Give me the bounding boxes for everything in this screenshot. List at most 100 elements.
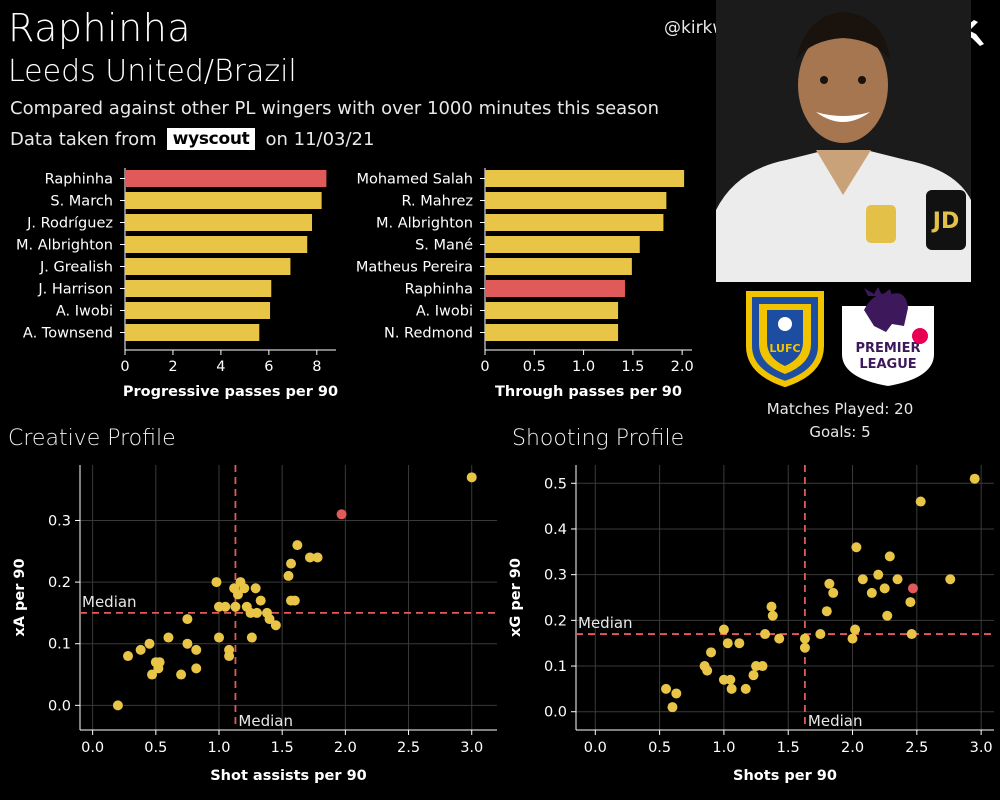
- bar: [125, 280, 272, 297]
- category-label: N. Redmond: [384, 326, 473, 342]
- y-tick-label: 0.1: [48, 637, 71, 653]
- data-point: [154, 657, 165, 668]
- data-point: [734, 638, 745, 649]
- x-tick-label: 3.0: [460, 740, 483, 756]
- category-label: J. Grealish: [39, 260, 113, 276]
- data-point: [766, 601, 777, 612]
- x-tick-label: 1.0: [207, 740, 230, 756]
- data-point: [251, 607, 262, 618]
- data-point: [884, 551, 895, 562]
- season-stats: Matches Played: 20 Goals: 5: [740, 398, 940, 444]
- data-point: [760, 629, 771, 640]
- y-tick-label: 0.3: [544, 568, 567, 584]
- data-point: [847, 633, 858, 644]
- data-point: [879, 583, 890, 594]
- category-label: J. Rodríguez: [26, 216, 113, 232]
- data-point: [850, 624, 861, 635]
- data-point: [191, 644, 202, 655]
- data-point: [144, 638, 155, 649]
- through-passes-chart: Mohamed Salah R. Mahrez M. Albrighton S. Ma…: [356, 168, 694, 400]
- data-point: [873, 569, 884, 580]
- bar: [485, 214, 664, 231]
- bar: [125, 302, 271, 319]
- x-tick-label: 4: [216, 359, 225, 375]
- data-point: [667, 702, 678, 713]
- x-tick-label: 2.0: [671, 359, 694, 375]
- data-point: [821, 606, 832, 617]
- x-tick-label: 1.5: [777, 740, 800, 756]
- category-label: A. Iwobi: [56, 304, 113, 320]
- y-tick-label: 0.2: [48, 575, 71, 591]
- data-point: [702, 665, 713, 676]
- data-point: [824, 578, 835, 589]
- data-point: [239, 583, 250, 594]
- data-point: [214, 632, 224, 643]
- data-point: [857, 574, 868, 585]
- category-label: S. Mané: [415, 238, 473, 254]
- y-tick-label: 0.4: [544, 522, 567, 538]
- player-name: Raphinha: [8, 6, 192, 50]
- shooting-profile-scatter: 0.0 0.5 1.0 1.5 2.0 2.5 3.0 0.0 0.1 0.2 0.3 0.4 0.5 M…: [508, 465, 994, 784]
- data-point: [211, 577, 222, 588]
- data-point: [250, 583, 261, 594]
- data-point: [147, 669, 158, 680]
- x-tick-label: 1.5: [271, 740, 294, 756]
- data-point: [748, 670, 759, 681]
- data-point: [286, 558, 297, 569]
- x-tick-label: 0.5: [648, 740, 671, 756]
- bar: [485, 258, 632, 275]
- bar: [125, 324, 260, 341]
- data-point: [304, 552, 315, 563]
- x-tick-label: 2.5: [397, 740, 420, 756]
- creative-profile-scatter: 0.0 0.5 1.0 1.5 2.0 2.5 3.0 0.0 0.1 0.2 0.3 Median M…: [12, 465, 497, 784]
- data-point: [915, 496, 926, 507]
- x-tick-label: 0: [120, 359, 129, 375]
- data-point: [722, 638, 733, 649]
- bar: [125, 170, 327, 187]
- data-point: [815, 629, 826, 640]
- y-tick-label: 0.2: [544, 613, 567, 629]
- data-point: [176, 669, 187, 680]
- x-axis-label: Progressive passes per 90: [123, 384, 338, 400]
- data-point: [264, 614, 275, 625]
- median-x-label: Median: [238, 712, 293, 730]
- data-point: [246, 632, 257, 643]
- x-axis-label: Shot assists per 90: [210, 768, 367, 784]
- data-point: [232, 589, 243, 600]
- data-point: [182, 614, 193, 625]
- leeds-crest-icon: LUFC: [746, 291, 824, 388]
- x-tick-label: 0: [480, 359, 489, 375]
- x-tick-label: 0.5: [523, 359, 546, 375]
- category-label: Matheus Pereira: [356, 260, 473, 276]
- team-name: Leeds United/Brazil: [8, 54, 297, 89]
- bar: [125, 192, 322, 209]
- x-tick-label: 3.0: [970, 740, 993, 756]
- bar: [485, 302, 619, 319]
- y-tick-label: 0.0: [48, 698, 71, 714]
- y-axis-label: xG per 90: [508, 558, 524, 637]
- category-label: Mohamed Salah: [356, 172, 473, 188]
- data-point: [270, 620, 281, 631]
- x-tick-label: 6: [264, 359, 273, 375]
- data-point: [289, 595, 300, 606]
- data-point: [191, 663, 202, 674]
- data-point: [851, 542, 862, 553]
- data-point: [945, 574, 956, 585]
- data-point: [892, 574, 903, 585]
- x-tick-label: 2.5: [905, 740, 928, 756]
- data-source: Data taken from wyscout on 11/03/21: [10, 128, 374, 150]
- data-point: [725, 674, 736, 685]
- category-label: S. March: [50, 194, 113, 210]
- data-point: [230, 601, 241, 612]
- data-point: [767, 610, 778, 621]
- median-x-label: Median: [808, 712, 863, 730]
- category-label: A. Iwobi: [416, 304, 473, 320]
- source-date: on 11/03/21: [265, 128, 375, 150]
- x-axis-label: Shots per 90: [733, 768, 837, 784]
- progressive-passes-chart: Raphinha S. March J. Rodríguez M. Albrighto…: [16, 168, 338, 400]
- data-point: [123, 651, 134, 662]
- x-tick-label: 0.0: [81, 740, 104, 756]
- data-point: [112, 700, 123, 711]
- svg-text:PREMIER: PREMIER: [855, 341, 920, 356]
- y-tick-label: 0.1: [544, 659, 567, 675]
